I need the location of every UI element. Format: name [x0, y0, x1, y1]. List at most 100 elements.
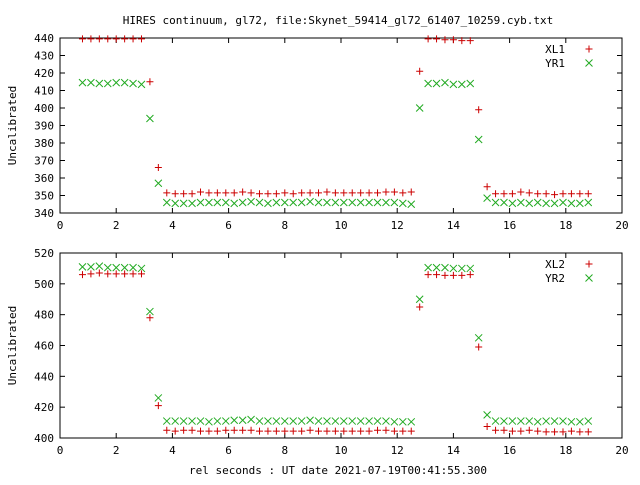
data-point [457, 80, 466, 89]
data-point [255, 417, 264, 425]
data-point [441, 263, 449, 272]
x-axis-label: rel seconds : UT date 2021-07-19T00:41:5… [189, 464, 487, 477]
data-point [87, 270, 95, 278]
data-point [314, 417, 323, 425]
data-point [95, 269, 103, 277]
data-point [508, 427, 516, 435]
data-point [356, 417, 365, 425]
data-point [230, 189, 238, 197]
data-point [188, 199, 196, 208]
data-point [256, 190, 264, 198]
data-point [390, 188, 398, 196]
data-point [584, 417, 593, 425]
data-point [272, 427, 280, 435]
data-point [584, 190, 592, 198]
data-point [483, 194, 491, 202]
data-point [103, 79, 112, 88]
y-tick-label: 430 [34, 50, 54, 63]
x-tick-label: 16 [503, 219, 516, 232]
x-tick-label: 12 [391, 219, 404, 232]
data-point [289, 427, 297, 435]
data-point [365, 427, 373, 435]
data-point [78, 35, 86, 43]
x-tick-label: 20 [615, 219, 628, 232]
data-point [289, 198, 298, 207]
data-point [315, 189, 323, 197]
data-point [424, 263, 432, 272]
data-point [221, 198, 230, 207]
data-point [415, 104, 424, 112]
data-point [171, 417, 180, 425]
data-point [542, 417, 550, 425]
data-point [542, 428, 550, 436]
data-point [466, 264, 475, 273]
data-point [500, 198, 508, 207]
data-point [551, 428, 559, 436]
y-tick-label: 380 [34, 137, 54, 150]
data-point [137, 264, 146, 273]
data-point [221, 417, 230, 425]
x-tick-label: 10 [334, 444, 347, 457]
data-point [348, 417, 357, 425]
data-point [340, 189, 348, 197]
data-point [449, 80, 458, 89]
data-point [162, 198, 171, 207]
data-point [575, 417, 584, 426]
data-point [163, 426, 171, 434]
data-point [247, 426, 255, 434]
data-point [137, 270, 145, 278]
data-point [331, 417, 340, 425]
data-point [238, 198, 247, 207]
data-point [129, 35, 137, 43]
data-point [492, 426, 500, 434]
y-tick-label: 420 [34, 401, 54, 414]
plot-panel-1: 0 2 4 6 8 10 12 14 16 18 20 340 350 360 370 380 390 400 41… [6, 32, 629, 232]
data-point [550, 199, 559, 208]
x-tick-label: 0 [57, 219, 64, 232]
data-point [382, 198, 390, 207]
data-point [315, 427, 323, 435]
data-point [399, 427, 407, 435]
data-point [154, 402, 162, 410]
data-point [323, 198, 331, 207]
data-point [314, 198, 323, 207]
data-point [525, 189, 533, 197]
data-point [474, 135, 483, 144]
data-point [331, 198, 340, 207]
data-point [441, 78, 449, 87]
data-point [180, 190, 188, 198]
data-point [239, 188, 247, 196]
data-point [500, 190, 508, 198]
data-point [382, 417, 390, 425]
data-point [230, 416, 239, 425]
data-point [87, 35, 95, 43]
data-point [298, 427, 306, 435]
series-YR1 [78, 78, 593, 209]
legend-label: YR1 [545, 57, 565, 70]
data-point [457, 264, 466, 273]
data-point [112, 78, 121, 87]
data-point [129, 79, 137, 88]
data-point [424, 271, 432, 279]
data-point [281, 427, 289, 435]
y-tick-label: 440 [34, 32, 54, 45]
data-point [297, 417, 306, 425]
data-point [129, 270, 137, 278]
series-XL2 [78, 269, 592, 436]
data-point [567, 199, 576, 208]
data-point [576, 190, 584, 198]
data-point [146, 78, 154, 86]
data-point [213, 189, 221, 197]
data-point [441, 271, 449, 279]
data-point [112, 263, 121, 272]
data-point [179, 199, 188, 208]
y-tick-label: 520 [34, 247, 54, 260]
x-tick-label: 4 [169, 219, 176, 232]
data-point [533, 198, 542, 207]
data-point [348, 198, 357, 207]
data-point [415, 295, 424, 304]
data-point [87, 263, 95, 271]
y-tick-label: 370 [34, 155, 54, 168]
data-point [432, 263, 441, 272]
data-point [163, 189, 171, 197]
